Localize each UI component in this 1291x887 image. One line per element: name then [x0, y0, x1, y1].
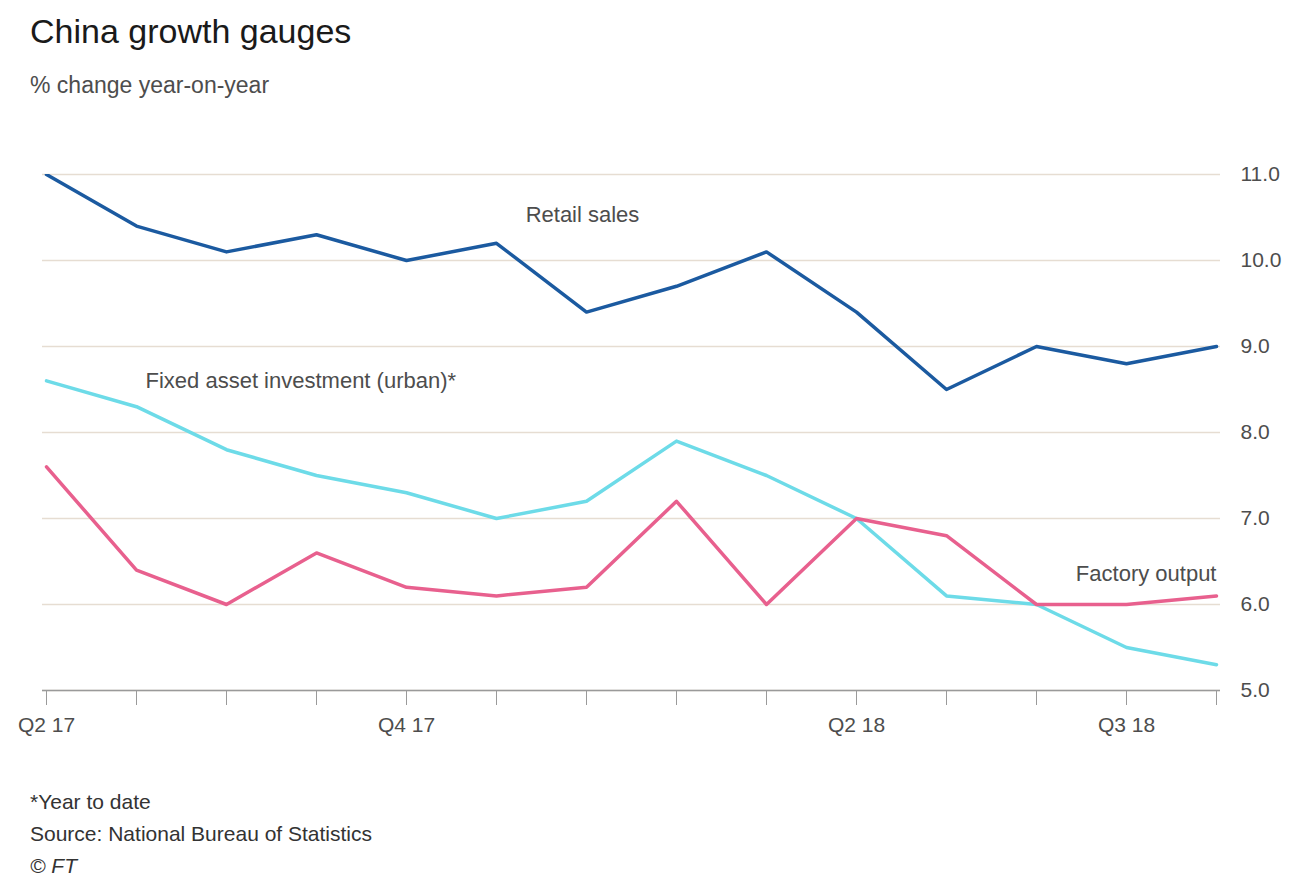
- svg-text:11.0: 11.0: [1241, 162, 1280, 185]
- svg-text:Q4 17: Q4 17: [378, 713, 435, 736]
- svg-text:10.0: 10.0: [1241, 248, 1282, 271]
- html-text:© FT: © FT: [30, 854, 77, 877]
- svg-text:Fixed asset investment (urban): Fixed asset investment (urban)*: [146, 368, 457, 393]
- html-text:Source: National Bureau of Sta: Source: National Bureau of Statistics: [30, 822, 372, 845]
- html-text:China growth gauges: China growth gauges: [30, 12, 352, 50]
- html-text:*Year to date: *Year to date: [30, 790, 151, 813]
- svg-text:Q2 18: Q2 18: [828, 713, 885, 736]
- svg-text:5.0: 5.0: [1241, 678, 1270, 701]
- svg-text:8.0: 8.0: [1241, 420, 1270, 443]
- svg-text:7.0: 7.0: [1241, 506, 1270, 529]
- html-text:% change year-on-year: % change year-on-year: [30, 72, 270, 98]
- svg-text:Retail sales: Retail sales: [526, 202, 640, 227]
- svg-text:Factory output: Factory output: [1076, 561, 1217, 586]
- svg-text:6.0: 6.0: [1241, 592, 1270, 615]
- svg-text:9.0: 9.0: [1241, 334, 1270, 357]
- svg-text:Q3 18: Q3 18: [1098, 713, 1155, 736]
- svg-text:Q2 17: Q2 17: [18, 713, 75, 736]
